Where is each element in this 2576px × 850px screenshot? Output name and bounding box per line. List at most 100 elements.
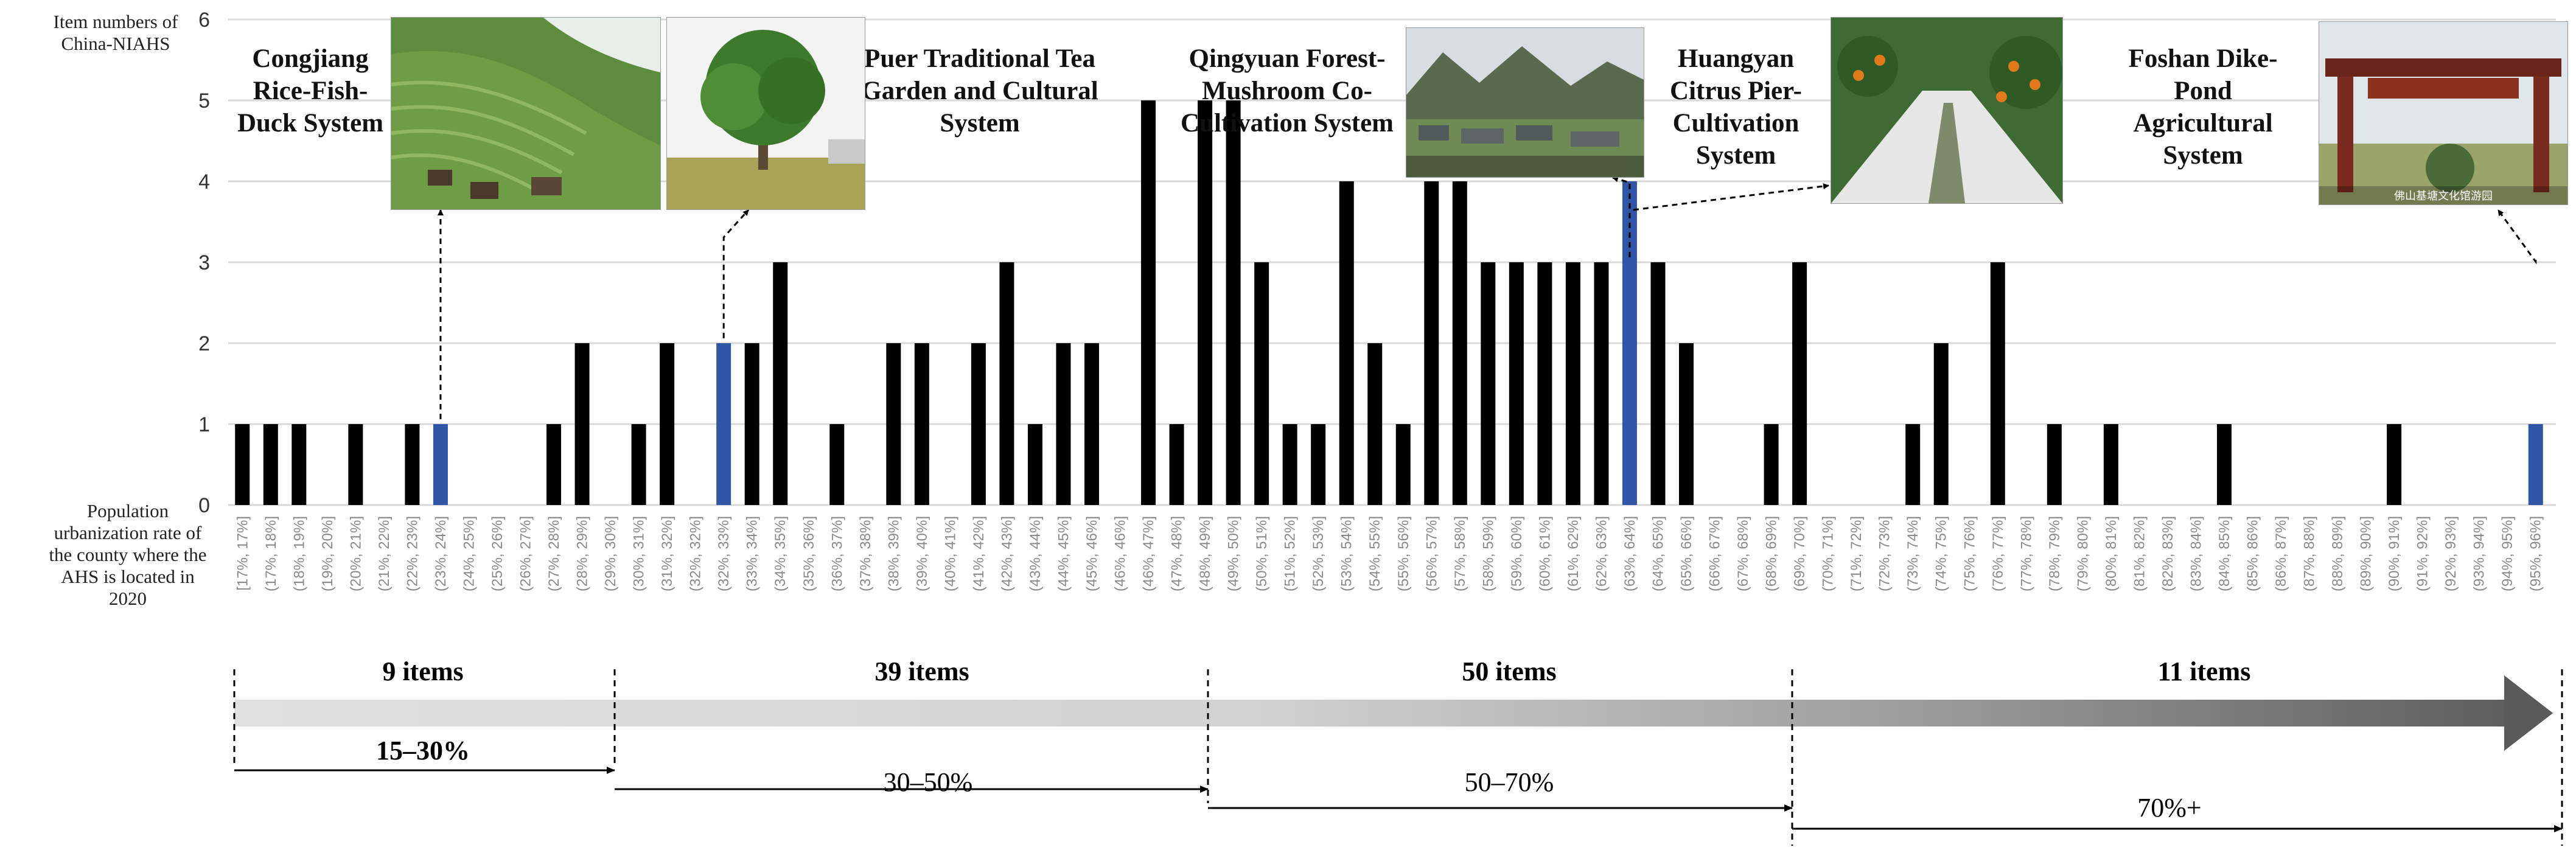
x-tick-label: (77%, 78%] — [2018, 516, 2034, 591]
bar — [1905, 424, 1921, 505]
x-tick-label: (62%, 63%] — [1593, 516, 1610, 591]
y-tick-label: 6 — [198, 9, 210, 32]
y-tick-label: 4 — [198, 170, 210, 193]
x-tick-label: (73%, 74%] — [1905, 516, 1921, 591]
bar — [1027, 424, 1042, 505]
connector-foshan — [2497, 209, 2537, 265]
bar — [2216, 424, 2232, 505]
x-tick-label: (58%, 59%] — [1480, 516, 1496, 591]
bar-highlighted — [716, 343, 731, 505]
y-tick-label: 3 — [198, 251, 210, 274]
bar — [1056, 343, 1071, 505]
x-tick-label: (32%, 33%] — [716, 516, 732, 591]
x-tick-label: (21%, 22%] — [376, 516, 393, 591]
x-tick-label: (65%, 66%] — [1678, 516, 1695, 591]
bar — [263, 424, 278, 505]
x-tick-label: (91%, 92%] — [2415, 516, 2431, 591]
x-tick-label: (85%, 86%] — [2244, 516, 2261, 591]
x-tick-label: (31%, 32%] — [659, 516, 675, 591]
x-tick-label: (78%, 79%] — [2047, 516, 2063, 591]
bar — [1990, 262, 2005, 505]
bar — [1282, 424, 1297, 505]
bar — [1537, 262, 1552, 505]
x-tick-label: (33%, 34%] — [744, 516, 761, 591]
segment-range-4: 70%+ — [2137, 793, 2201, 823]
x-tick-label: (42%, 43%] — [999, 516, 1015, 591]
bar-highlighted — [2528, 424, 2543, 505]
x-tick-label: (38%, 39%] — [885, 516, 902, 591]
x-tick-label: (66%, 67%] — [1707, 516, 1723, 591]
x-tick-label: (81%, 82%] — [2131, 516, 2148, 591]
bar — [546, 424, 562, 505]
bar — [235, 424, 250, 505]
x-tick-label: (95%, 96%] — [2528, 516, 2544, 591]
bar — [1481, 262, 1496, 505]
x-tick-label: (74%, 75%] — [1933, 516, 1950, 591]
bar — [1509, 262, 1524, 505]
x-tick-label: (44%, 45%] — [1055, 516, 1072, 591]
bars — [235, 100, 2543, 505]
x-axis-label: Population urbanization rate of the coun… — [49, 500, 207, 609]
bar — [1764, 424, 1779, 505]
segment-range-3: 50–70% — [1465, 767, 1554, 797]
segment-range-1: 15–30% — [376, 736, 470, 765]
x-tick-label: (49%, 50%] — [1226, 516, 1242, 591]
bar — [1311, 424, 1326, 505]
x-tick-label: (26%, 27%] — [518, 516, 534, 591]
bar — [1933, 343, 1949, 505]
bar — [914, 343, 929, 505]
bar — [1792, 262, 1807, 505]
bar — [886, 343, 901, 505]
x-tick-label: (50%, 51%] — [1254, 516, 1270, 591]
x-tick-label: (27%, 28%] — [546, 516, 562, 591]
segment-count-4: 11 items — [2158, 657, 2251, 686]
x-tick-label: (19%, 20%] — [319, 516, 336, 591]
bar — [2103, 424, 2118, 505]
x-tick-label: (17%, 18%] — [263, 516, 279, 591]
x-tick-label: (18%, 19%] — [291, 516, 307, 591]
bar — [999, 262, 1014, 505]
bar — [1650, 262, 1666, 505]
photo-foshan-sign: 佛山基塘文化馆游园 — [2319, 186, 2567, 204]
bar — [348, 424, 363, 505]
band-arrowhead — [2504, 675, 2553, 751]
x-tick-label: (80%, 81%] — [2103, 516, 2120, 591]
x-tick-label: (23%, 24%] — [433, 516, 449, 591]
segment-count-1: 9 items — [382, 657, 463, 686]
bar — [744, 343, 759, 505]
x-tick-label: (72%, 73%] — [1877, 516, 1893, 591]
x-tick-label: (54%, 55%] — [1367, 516, 1383, 591]
annotation-connectors — [437, 176, 2537, 419]
x-tick-label: (47%, 48%] — [1169, 516, 1185, 591]
x-tick-label: [17%, 17%] — [234, 516, 251, 591]
connector-qingyuan — [1612, 176, 1631, 257]
x-tick-label: (25%, 26%] — [489, 516, 506, 591]
annotation-puer: Puer Traditional Tea Garden and Cultural… — [861, 44, 1098, 138]
x-tick-label: (71%, 72%] — [1848, 516, 1865, 591]
x-tick-label: (39%, 40%] — [914, 516, 930, 591]
x-tick-label: (46%, 46%] — [1112, 516, 1129, 591]
bar-highlighted — [1622, 181, 1637, 505]
connector-puer — [722, 209, 750, 338]
annotation-huangyan: Huangyan Citrus Pier-Cultivation System — [1670, 44, 1802, 170]
bar — [2047, 424, 2062, 505]
x-tick-label: (63%, 64%] — [1622, 516, 1638, 591]
bar — [1254, 262, 1269, 505]
photo-puer-tea-tree — [666, 17, 865, 210]
bar — [971, 343, 986, 505]
photo-huangyan-citrus — [1831, 17, 2063, 204]
y-tick-label: 5 — [198, 89, 210, 113]
bar — [405, 424, 420, 505]
x-tick-label: (36%, 37%] — [829, 516, 845, 591]
bar — [1424, 181, 1439, 505]
bar — [1565, 262, 1580, 505]
bar — [1084, 343, 1099, 505]
x-tick-label: (32%, 32%] — [688, 516, 704, 591]
bar — [291, 424, 307, 505]
bar — [1452, 181, 1467, 505]
x-tick-label: (79%, 80%] — [2075, 516, 2091, 591]
y-tick-label: 0 — [198, 494, 210, 517]
x-tick-label: (57%, 58%] — [1452, 516, 1468, 591]
x-tick-label: (82%, 83%] — [2160, 516, 2176, 591]
x-axis-ticks: [17%, 17%] (17%, 18%] (18%, 19%] (19%, 20%]… — [234, 516, 2544, 591]
